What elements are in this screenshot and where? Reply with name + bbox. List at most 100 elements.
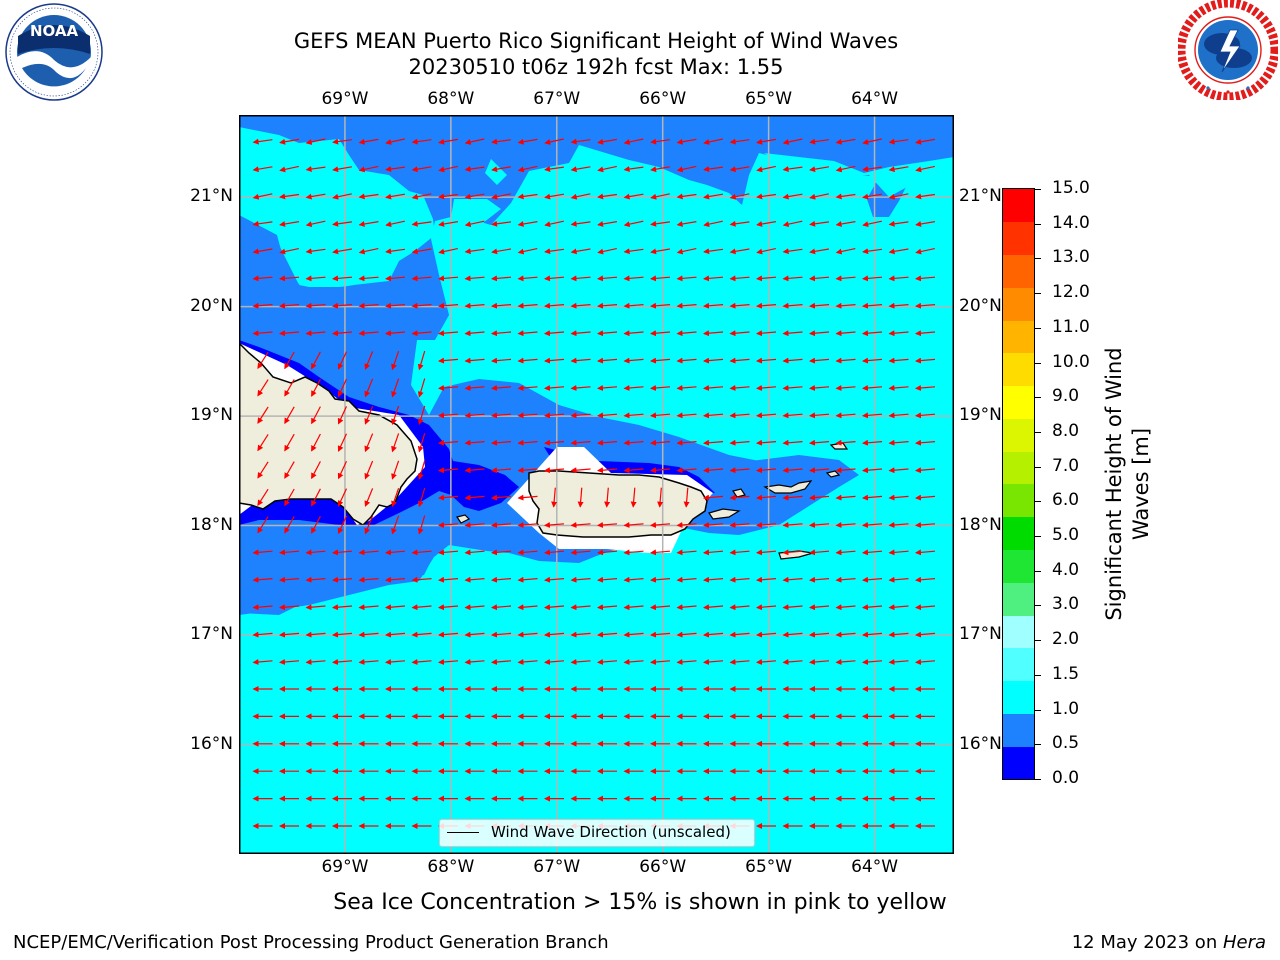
wind-wave-arrow xyxy=(650,631,671,638)
colorbar-tick-label: 5.0 xyxy=(1052,525,1080,546)
wind-wave-arrow xyxy=(544,631,565,638)
wind-wave-arrow xyxy=(417,460,426,480)
wind-wave-arrow xyxy=(517,193,538,200)
wind-wave-arrow xyxy=(597,384,618,391)
wind-wave-arrow xyxy=(676,357,697,364)
wind-wave-arrow xyxy=(438,330,459,337)
wind-wave-arrow xyxy=(517,330,538,337)
wind-wave-arrow xyxy=(623,275,644,282)
wind-wave-arrow xyxy=(252,275,273,282)
wind-wave-arrow xyxy=(650,166,671,173)
wind-wave-arrow xyxy=(623,138,644,145)
wind-wave-arrow xyxy=(809,658,830,665)
colorbar-tick-mark xyxy=(1034,605,1041,607)
colorbar-tick-mark xyxy=(1034,779,1041,780)
colorbar-tick-mark xyxy=(1034,223,1041,225)
wind-wave-arrow xyxy=(305,658,326,665)
wind-wave-arrow xyxy=(782,494,803,501)
wind-wave-arrow xyxy=(862,658,883,665)
svg-text:NOAA: NOAA xyxy=(30,22,79,40)
wind-wave-arrow xyxy=(491,494,512,501)
wind-wave-arrow xyxy=(544,357,565,364)
latitude-label: 16°N xyxy=(190,733,233,754)
wind-wave-arrow xyxy=(756,138,777,145)
wind-wave-arrow xyxy=(438,302,459,309)
wind-wave-arrow xyxy=(650,248,671,255)
wind-wave-arrow xyxy=(411,549,432,556)
wind-wave-arrow xyxy=(630,487,637,508)
wind-wave-arrow xyxy=(835,248,856,255)
wind-wave-arrow xyxy=(597,193,617,200)
colorbar-cell xyxy=(1003,320,1034,354)
wind-wave-arrow xyxy=(597,412,618,419)
wind-wave-arrow xyxy=(915,275,936,282)
wind-wave-arrow xyxy=(862,166,882,172)
wind-wave-arrow xyxy=(305,549,326,556)
wind-wave-arrow xyxy=(676,302,697,309)
colorbar-label: Significant Height of Wind Waves [m] xyxy=(1101,324,1155,644)
wind-wave-arrow xyxy=(809,166,830,173)
wind-wave-arrow xyxy=(729,384,750,391)
wind-wave-arrow xyxy=(517,658,538,665)
wind-wave-arrow xyxy=(782,467,803,474)
wind-wave-arrow xyxy=(279,549,300,556)
wind-wave-arrow xyxy=(809,439,830,446)
wind-wave-arrow xyxy=(756,165,776,173)
wind-wave-arrow xyxy=(332,193,352,200)
wind-wave-arrow xyxy=(729,412,750,419)
wind-wave-arrow xyxy=(756,275,777,282)
colorbar-cell xyxy=(1003,713,1034,747)
wind-wave-arrow xyxy=(650,275,671,282)
wind-wave-arrow xyxy=(782,576,803,583)
wind-wave-arrow xyxy=(809,193,829,200)
wind-wave-arrow xyxy=(364,460,374,480)
colorbar-cell xyxy=(1003,680,1034,714)
wind-wave-arrow xyxy=(862,494,883,501)
wind-wave-arrow xyxy=(703,357,724,364)
wind-wave-arrows xyxy=(252,138,936,829)
wind-wave-arrow xyxy=(597,549,618,556)
wind-wave-arrow xyxy=(835,631,856,638)
wind-wave-arrow xyxy=(417,350,426,371)
chart-title-line1: GEFS MEAN Puerto Rico Significant Height… xyxy=(293,29,899,53)
wind-wave-arrow xyxy=(391,515,400,535)
wind-wave-arrow xyxy=(888,494,909,501)
wind-wave-arrow xyxy=(809,549,830,556)
wind-wave-arrow xyxy=(676,384,697,391)
wind-wave-arrow xyxy=(544,330,565,337)
wind-wave-arrow xyxy=(597,631,618,638)
longitude-label: 67°W xyxy=(533,89,581,109)
wind-wave-arrow xyxy=(703,412,724,419)
wind-wave-arrow xyxy=(517,165,538,173)
map-legend: Wind Wave Direction (unscaled) xyxy=(439,819,755,847)
wind-wave-arrow xyxy=(391,433,400,453)
wind-wave-arrow xyxy=(385,138,405,145)
wind-wave-arrow xyxy=(888,576,909,583)
wind-wave-arrow xyxy=(337,515,348,535)
wind-wave-arrow xyxy=(517,357,538,364)
wind-wave-arrow xyxy=(676,658,697,665)
latitude-label: 21°N xyxy=(190,186,233,207)
wind-wave-arrow xyxy=(888,357,909,364)
wind-wave-arrow xyxy=(305,604,326,611)
wind-wave-arrow xyxy=(279,576,300,583)
wind-wave-arrow xyxy=(517,248,538,255)
wind-wave-arrow xyxy=(650,357,671,364)
colorbar-tick-label: 10.0 xyxy=(1052,351,1090,372)
wind-wave-arrow xyxy=(491,275,512,282)
wind-wave-arrow xyxy=(491,248,512,255)
wind-wave-arrow xyxy=(835,357,856,364)
wind-wave-arrow xyxy=(305,220,326,228)
wind-wave-arrow xyxy=(915,138,936,145)
wind-wave-arrow xyxy=(623,412,644,419)
wind-wave-arrow xyxy=(311,351,321,370)
wind-wave-arrow xyxy=(756,248,776,255)
wind-wave-arrow xyxy=(577,487,584,508)
wind-wave-arrow xyxy=(597,302,618,309)
wind-wave-arrow xyxy=(703,439,724,446)
wind-wave-arrow xyxy=(517,302,538,309)
wind-wave-arrow xyxy=(385,193,406,200)
wind-wave-arrow xyxy=(305,275,326,282)
colorbar-cell xyxy=(1003,189,1034,223)
wind-wave-arrow xyxy=(491,166,512,173)
